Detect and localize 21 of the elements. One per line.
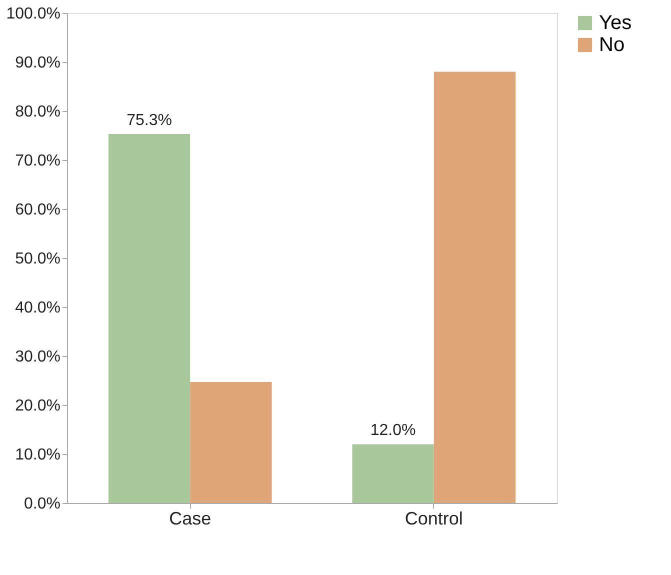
- y-tick-label: 60.0%: [15, 202, 60, 218]
- y-tick-label: 50.0%: [15, 250, 60, 268]
- y-tick-label: 10.0%: [15, 446, 60, 464]
- data-label: 75.3%: [126, 112, 172, 130]
- y-tick-label: 40.0%: [15, 300, 60, 316]
- data-label: 12.0%: [370, 422, 416, 440]
- x-tick-label: Control: [404, 508, 463, 528]
- bar: [108, 134, 190, 503]
- x-tick-label: Case: [169, 508, 212, 528]
- y-tick-label: 20.0%: [15, 398, 60, 414]
- bar: [352, 444, 434, 503]
- y-tick-label: 100.0%: [6, 6, 60, 22]
- y-tick-label: 70.0%: [15, 152, 60, 170]
- y-tick-label: 90.0%: [15, 54, 60, 72]
- bar: [190, 382, 272, 503]
- bar: [434, 72, 516, 503]
- y-tick-label: 30.0%: [15, 348, 60, 366]
- legend-label: No: [599, 34, 625, 56]
- legend-label: Yes: [599, 12, 632, 34]
- y-tick-label: 80.0%: [15, 104, 60, 120]
- y-tick-label: 0.0%: [24, 496, 60, 512]
